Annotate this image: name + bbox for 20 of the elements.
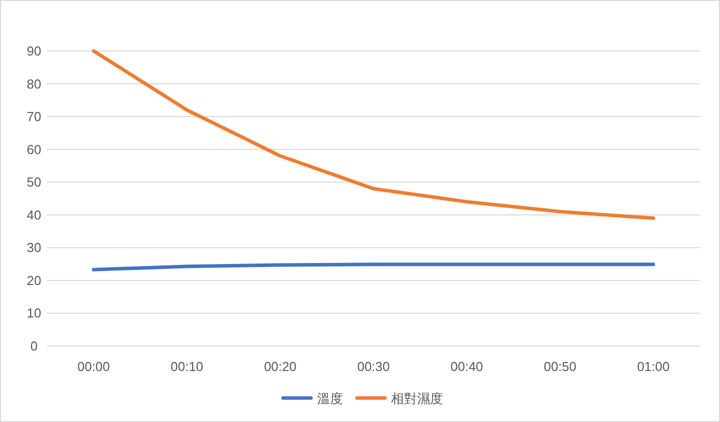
y-tick-label: 70: [26, 109, 42, 124]
x-tick-label: 01:00: [637, 359, 670, 374]
y-tick-label: 0: [30, 338, 38, 354]
y-tick-label: 50: [26, 174, 42, 190]
legend-label: 溫度: [317, 391, 343, 407]
x-tick-label: 00:00: [77, 359, 110, 374]
x-tick-label: 00:50: [544, 359, 576, 374]
y-tick-label: 90: [26, 44, 42, 58]
line-series: [92, 49, 656, 220]
y-tick-label: 40: [26, 207, 42, 222]
x-tick-label: 00:10: [170, 359, 204, 374]
x-tick-label: 00:40: [450, 359, 484, 374]
x-tick-label: 00:20: [264, 359, 296, 374]
legend-label: 相對濕度: [391, 391, 443, 407]
y-tick-label: 30: [26, 240, 42, 256]
x-tick-label: 00:30: [357, 359, 390, 374]
y-tick-label: 10: [26, 306, 42, 321]
y-tick-label: 60: [26, 142, 42, 157]
y-tick-label: 20: [26, 272, 42, 288]
y-tick-label: 80: [26, 76, 42, 92]
